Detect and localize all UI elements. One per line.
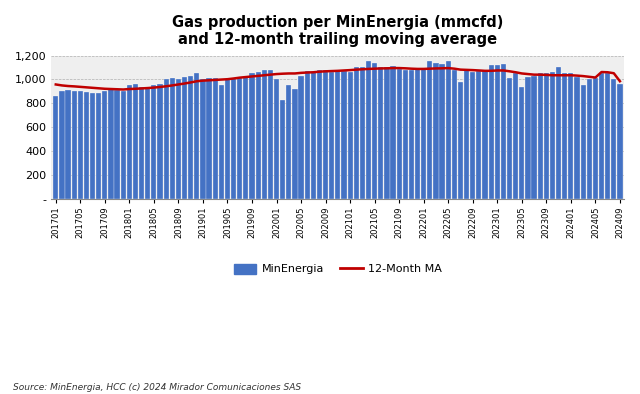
- Bar: [538, 73, 543, 199]
- Text: Source: MinEnergia, HCC (c) 2024 Mirador Comunicaciones SAS: Source: MinEnergia, HCC (c) 2024 Mirador…: [13, 383, 301, 392]
- Bar: [366, 61, 371, 199]
- Bar: [470, 72, 476, 199]
- Bar: [495, 65, 500, 199]
- Bar: [250, 73, 255, 199]
- Bar: [421, 69, 426, 199]
- Bar: [90, 93, 95, 199]
- Bar: [298, 76, 303, 199]
- Bar: [428, 61, 433, 199]
- Bar: [464, 70, 469, 199]
- Bar: [335, 71, 340, 199]
- Bar: [170, 78, 175, 199]
- Bar: [593, 78, 598, 199]
- Bar: [274, 80, 279, 199]
- Bar: [182, 77, 187, 199]
- Bar: [568, 73, 573, 199]
- Bar: [409, 70, 414, 199]
- Bar: [231, 78, 236, 199]
- Bar: [384, 67, 390, 199]
- Bar: [458, 82, 463, 199]
- Bar: [445, 61, 451, 199]
- Bar: [108, 89, 113, 199]
- Bar: [341, 71, 347, 199]
- Bar: [519, 87, 524, 199]
- Bar: [372, 63, 377, 199]
- Bar: [323, 70, 328, 199]
- Bar: [96, 93, 101, 199]
- Bar: [225, 80, 230, 199]
- Bar: [550, 72, 555, 199]
- Bar: [580, 85, 586, 199]
- Bar: [433, 63, 438, 199]
- Bar: [280, 100, 285, 199]
- Bar: [120, 91, 126, 199]
- Bar: [133, 84, 138, 199]
- Bar: [403, 70, 408, 199]
- Bar: [488, 65, 493, 199]
- Bar: [317, 70, 322, 199]
- Bar: [452, 70, 457, 199]
- Bar: [574, 77, 580, 199]
- Bar: [378, 67, 383, 199]
- Bar: [84, 92, 89, 199]
- Bar: [305, 71, 310, 199]
- Bar: [194, 73, 200, 199]
- Bar: [77, 91, 83, 199]
- Bar: [513, 73, 518, 199]
- Bar: [212, 78, 218, 199]
- Bar: [390, 66, 396, 199]
- Title: Gas production per MinEnergia (mmcfd)
and 12-month trailing moving average: Gas production per MinEnergia (mmcfd) an…: [172, 15, 504, 47]
- Bar: [286, 85, 291, 199]
- Bar: [164, 80, 169, 199]
- Bar: [292, 89, 298, 199]
- Bar: [556, 67, 561, 199]
- Bar: [544, 73, 549, 199]
- Bar: [483, 70, 488, 199]
- Bar: [354, 67, 359, 199]
- Bar: [255, 72, 260, 199]
- Bar: [188, 76, 193, 199]
- Bar: [176, 79, 181, 199]
- Bar: [262, 70, 267, 199]
- Bar: [65, 90, 70, 199]
- Bar: [415, 69, 420, 199]
- Bar: [397, 69, 402, 199]
- Bar: [440, 64, 445, 199]
- Bar: [145, 88, 150, 199]
- Bar: [587, 80, 592, 199]
- Bar: [360, 67, 365, 199]
- Bar: [127, 85, 132, 199]
- Bar: [531, 76, 537, 199]
- Legend: MinEnergia, 12-Month MA: MinEnergia, 12-Month MA: [229, 259, 447, 279]
- Bar: [207, 78, 212, 199]
- Bar: [53, 96, 58, 199]
- Bar: [157, 84, 163, 199]
- Bar: [102, 91, 108, 199]
- Bar: [219, 85, 224, 199]
- Bar: [60, 91, 65, 199]
- Bar: [237, 78, 243, 199]
- Bar: [476, 71, 481, 199]
- Bar: [72, 91, 77, 199]
- Bar: [525, 77, 531, 199]
- Bar: [562, 73, 567, 199]
- Bar: [348, 72, 353, 199]
- Bar: [243, 77, 248, 199]
- Bar: [605, 73, 611, 199]
- Bar: [618, 84, 623, 199]
- Bar: [115, 89, 120, 199]
- Bar: [268, 70, 273, 199]
- Bar: [151, 85, 157, 199]
- Bar: [310, 72, 316, 199]
- Bar: [599, 73, 604, 199]
- Bar: [139, 87, 144, 199]
- Bar: [507, 78, 512, 199]
- Bar: [200, 80, 205, 199]
- Bar: [611, 80, 616, 199]
- Bar: [501, 64, 506, 199]
- Bar: [329, 72, 334, 199]
